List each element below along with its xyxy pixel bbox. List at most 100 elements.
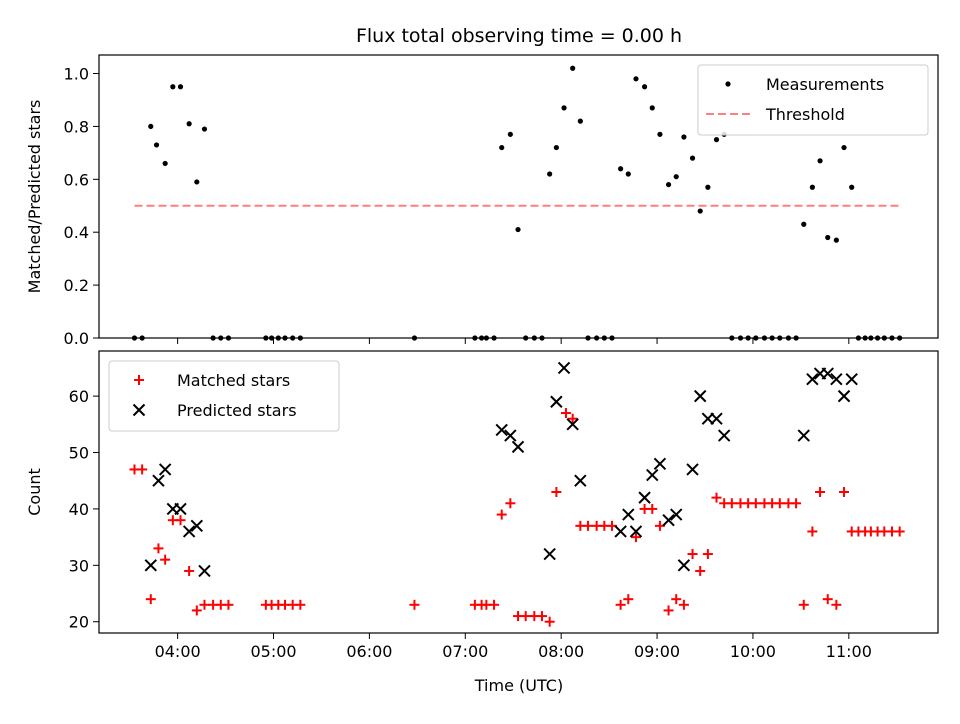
measurement-point — [585, 335, 591, 341]
measurement-point — [729, 335, 735, 341]
measurement-point — [793, 335, 799, 341]
predicted-star-point — [662, 513, 675, 527]
bottom-panel: 20 30 40 50 60 04:00 05:00 06:00 07:00 08:00 09:00… — [25, 350, 939, 661]
matched-star-point — [505, 498, 516, 509]
matched-star-point — [671, 594, 682, 605]
matched-star-point — [223, 599, 234, 610]
measurement-point — [162, 160, 168, 167]
y-tick-label: 1.0 — [64, 65, 89, 84]
predicted-star-point — [504, 429, 517, 442]
measurement-point — [577, 118, 583, 124]
measurement-point — [697, 208, 703, 214]
matched-star-point — [295, 599, 306, 610]
predicted-star-point — [806, 372, 819, 386]
legend-box — [108, 360, 340, 432]
matched-star-point — [831, 599, 842, 610]
predicted-star-point — [495, 423, 508, 437]
measurement-point — [210, 335, 216, 341]
measurement-point — [849, 184, 855, 190]
predicted-star-point — [717, 429, 731, 442]
matched-star-point — [520, 611, 531, 622]
matched-star-point — [815, 487, 826, 497]
measurement-point — [753, 335, 759, 341]
top-panel: 0.0 0.2 0.4 0.6 0.8 1.0 Matched/Predicted star… — [25, 54, 939, 348]
measurement-point — [862, 335, 868, 341]
matched-star-point — [711, 492, 722, 503]
matched-star-point — [623, 594, 634, 605]
measurement-point — [673, 174, 679, 180]
matched-star-point — [839, 487, 850, 497]
predicted-star-point — [543, 547, 556, 561]
measurement-point — [561, 105, 567, 111]
matched-star-point — [807, 526, 818, 537]
legend-marker — [725, 81, 731, 87]
predicted-star-point — [182, 525, 196, 538]
measurement-point — [148, 123, 154, 130]
predicted-star-point — [511, 440, 525, 454]
measurement-point — [737, 335, 744, 341]
predicted-star-point — [614, 525, 627, 538]
plot-frame — [98, 54, 939, 339]
predicted-star-point — [845, 372, 858, 386]
matched-star-point — [750, 498, 761, 509]
x-tick-label: 07:00 — [442, 642, 488, 661]
measurement-point — [777, 335, 783, 341]
predicted-star-point — [158, 463, 172, 476]
matched-star-point — [791, 498, 802, 509]
predicted-star-point — [830, 372, 843, 386]
plot-frame — [98, 350, 939, 634]
predicted-star-point — [710, 412, 723, 425]
predicted-star-point — [622, 508, 635, 521]
legend: Measurements Threshold — [697, 64, 929, 136]
measurement-point — [282, 335, 288, 341]
x-tick-label: 10:00 — [730, 642, 776, 661]
measurement-point — [889, 335, 895, 341]
predicted-star-point — [693, 389, 707, 403]
matched-star-point — [630, 532, 641, 543]
legend-label: Measurements — [766, 75, 884, 94]
measurement-point — [218, 335, 224, 341]
matched-star-point — [567, 413, 578, 424]
matched-star-point — [687, 549, 698, 560]
legend-marker — [134, 375, 144, 385]
matched-star-point — [894, 526, 905, 537]
measurement-point — [177, 84, 184, 90]
measurement-point — [665, 181, 672, 188]
matched-star-point — [489, 599, 500, 610]
matched-star-point — [551, 487, 562, 497]
measurement-point — [841, 144, 847, 151]
measurement-point — [472, 335, 478, 341]
measurement-point — [855, 335, 862, 341]
measurement-point — [657, 131, 663, 137]
measurement-point — [570, 65, 576, 71]
measurement-point — [809, 184, 815, 190]
measurement-point — [897, 335, 903, 341]
measurement-point — [483, 335, 489, 341]
matched-star-point — [663, 605, 674, 616]
matched-star-point — [153, 543, 164, 554]
matched-star-point — [822, 594, 833, 605]
measurement-point — [553, 144, 559, 151]
measurement-point — [868, 335, 874, 341]
matched-star-point — [726, 498, 737, 509]
predicted-star-point — [837, 389, 851, 403]
x-axis-label: Time (UTC) — [474, 676, 563, 695]
measurement-point — [547, 171, 553, 177]
measurement-point — [618, 166, 624, 172]
y-tick-label: 0.6 — [64, 170, 89, 189]
measurement-point — [689, 155, 696, 161]
y-tick-label: 0.8 — [64, 117, 89, 136]
measurement-point — [833, 237, 839, 243]
measurement-point — [499, 144, 505, 151]
matched-star-point — [496, 509, 507, 520]
measurement-point — [745, 335, 751, 341]
measurement-point — [201, 126, 208, 132]
measurement-point — [881, 335, 887, 341]
predicted-star-point — [566, 418, 579, 431]
matched-star-point — [409, 599, 420, 610]
predicted-star-point — [198, 564, 211, 578]
measurement-point — [874, 335, 881, 341]
matched-star-point — [702, 549, 713, 560]
measurement-point — [769, 335, 775, 341]
